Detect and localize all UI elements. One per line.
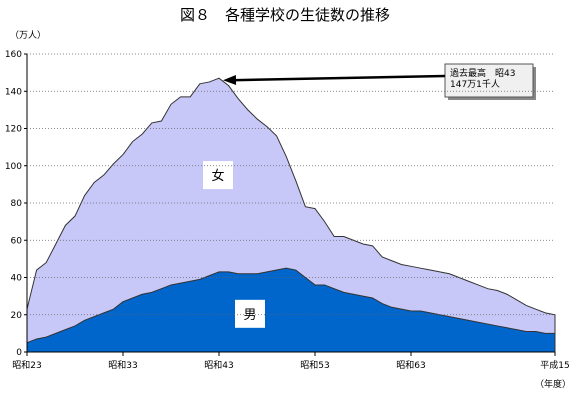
x-tick-label: 平成15 bbox=[540, 359, 569, 371]
chart-title: 図８ 各種学校の生徒数の推移 bbox=[180, 6, 390, 24]
y-tick-label: 20 bbox=[11, 311, 23, 321]
y-tick-label: 40 bbox=[11, 274, 23, 284]
y-tick-label: 0 bbox=[16, 348, 22, 358]
x-unit-label: （年度） bbox=[535, 378, 570, 390]
series-label: 女 bbox=[211, 168, 224, 184]
label-layer: 女男 bbox=[203, 161, 265, 328]
x-tick-label: 昭和43 bbox=[204, 360, 233, 371]
x-tick-label: 昭和23 bbox=[12, 360, 41, 371]
series-label-box bbox=[235, 299, 265, 328]
area-series-0 bbox=[26, 267, 556, 353]
area-series-1 bbox=[26, 77, 556, 353]
callout-arrow-head bbox=[223, 74, 237, 85]
y-unit-label: （万人） bbox=[10, 30, 46, 41]
x-tick-label: 昭和63 bbox=[396, 360, 425, 371]
y-tick-label: 100 bbox=[5, 162, 22, 172]
axis-layer: 0 20 40 60 80 100 120 140 160 昭和23 昭和33 昭和43 昭和53 昭和6… bbox=[5, 50, 570, 371]
callout-arrow-line bbox=[230, 74, 446, 82]
area-layer bbox=[26, 77, 556, 353]
y-tick-label: 120 bbox=[5, 125, 22, 135]
callout-text-line: 過去最高 昭43 bbox=[450, 67, 515, 79]
y-tick-label: 140 bbox=[5, 87, 22, 97]
x-tick-label: 昭和33 bbox=[108, 360, 137, 371]
y-tick-label: 80 bbox=[11, 199, 23, 209]
callout-text-line: 147万1千人 bbox=[450, 79, 500, 90]
x-tick-label: 昭和53 bbox=[300, 360, 329, 371]
grid-layer bbox=[27, 53, 555, 316]
series-label: 男 bbox=[243, 308, 256, 323]
y-tick-label: 160 bbox=[5, 50, 22, 60]
y-tick-label: 60 bbox=[11, 236, 23, 246]
